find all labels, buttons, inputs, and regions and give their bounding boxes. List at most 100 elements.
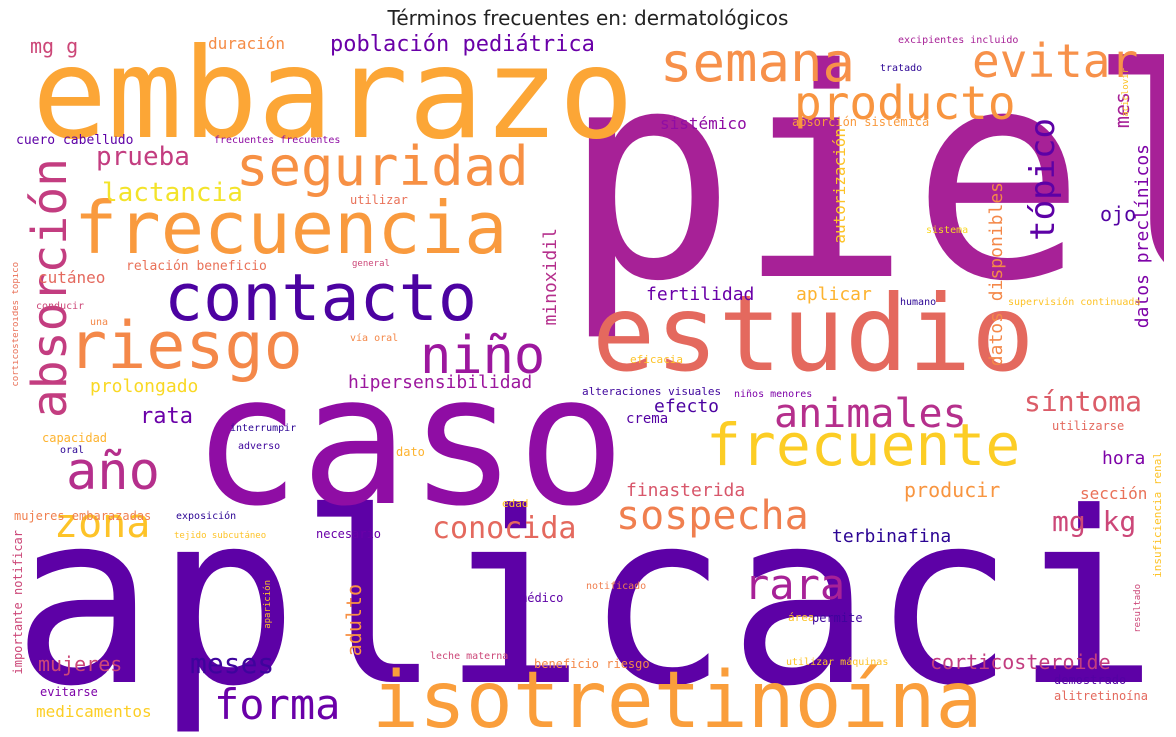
word-exposición: exposición xyxy=(176,511,237,522)
word-aciclovir: aciclovir xyxy=(1121,68,1131,117)
word-evitar: evitar xyxy=(972,34,1139,88)
word-médico: médico xyxy=(520,591,564,605)
word-humano: humano xyxy=(900,297,937,308)
word-caso: caso xyxy=(192,337,626,546)
word-población-pediátrica: población pediátrica xyxy=(330,32,595,57)
word-adverso: adverso xyxy=(238,441,281,452)
word-adulto: adulto xyxy=(342,584,366,657)
word-autorización: autorización xyxy=(830,128,849,244)
word-importante-notificar: importante notificar xyxy=(12,530,25,675)
word-sección: sección xyxy=(1080,484,1148,503)
word-aplicación: aplicación xyxy=(12,462,1164,732)
word-producir: producir xyxy=(904,478,1001,502)
word-eficacia: eficacia xyxy=(630,353,683,366)
word-contacto: contacto xyxy=(164,261,478,336)
word-capacidad: capacidad xyxy=(42,431,108,445)
word-permite: permite xyxy=(812,611,863,625)
word-cuero-cabelludo: cuero cabelludo xyxy=(16,133,134,148)
word-notificado: notificado xyxy=(586,581,647,592)
word-utilizar: utilizar xyxy=(350,193,408,207)
word-mg-kg: mg kg xyxy=(1052,505,1137,538)
word-piel: piel xyxy=(562,32,1164,345)
word-niños-menores: niños menores xyxy=(734,389,813,400)
word-crema: crema xyxy=(626,411,669,427)
word-terbinafina: terbinafina xyxy=(832,526,952,547)
word-tejido-subcutáneo: tejido subcutáneo xyxy=(174,531,267,541)
word-hipersensibilidad: hipersensibilidad xyxy=(348,372,533,393)
word-dato: dato xyxy=(396,445,425,459)
word-zona: zona xyxy=(54,501,151,547)
word-lactancia: lactancia xyxy=(102,178,243,208)
word-aplicar: aplicar xyxy=(796,284,872,305)
word-efecto: efecto xyxy=(654,396,720,417)
word-área: área xyxy=(788,611,815,624)
word-corticosteroides-tópico: corticosteroides tópico xyxy=(12,262,21,387)
word-finasterida: finasterida xyxy=(626,480,746,501)
word-producto: producto xyxy=(794,76,1016,130)
word-sistema: sistema xyxy=(926,225,969,236)
word-resultado: resultado xyxy=(1133,584,1143,633)
word-edad: edad xyxy=(502,497,529,510)
word-excipientes-incluido: excipientes incluido xyxy=(898,35,1019,46)
word-niño: niño xyxy=(420,326,546,386)
word-hora: hora xyxy=(1102,448,1146,469)
word-interrumpir: interrumpir xyxy=(230,423,297,434)
word-demostrado: demostrado xyxy=(1054,673,1127,687)
word-insuficiencia-renal: insuficiencia renal xyxy=(1151,452,1164,578)
word-estudio: estudio xyxy=(592,273,1035,395)
word-utilizar-máquinas: utilizar máquinas xyxy=(786,657,889,668)
word-síntoma: síntoma xyxy=(1024,385,1143,418)
word-corticosteroide: corticosteroide xyxy=(930,650,1111,674)
word-frecuente: frecuente xyxy=(706,411,1021,479)
word-evitarse: evitarse xyxy=(40,685,98,699)
word-cutáneo: cutáneo xyxy=(38,268,106,287)
word-semana: semana xyxy=(660,32,856,94)
word-riesgo: riesgo xyxy=(68,309,303,384)
word-forma: forma xyxy=(214,680,341,729)
chart-title: Términos frecuentes en: dermatológicos xyxy=(387,6,789,30)
word-frecuentes-frecuentes: frecuentes frecuentes xyxy=(214,135,341,146)
word-datos-disponibles: datos disponibles xyxy=(986,182,1007,367)
word-meses: meses xyxy=(190,647,275,680)
word-beneficio-riesgo: beneficio riesgo xyxy=(534,657,650,671)
word-prolongado: prolongado xyxy=(90,376,199,397)
word-mujeres-embarazadas: mujeres embarazadas xyxy=(14,509,152,523)
word-medicamentos: medicamentos xyxy=(36,702,152,721)
word-cloud: piel aplicacióncaso embarazo estudio isotret… xyxy=(12,32,1164,732)
word-rara: rara xyxy=(744,560,846,609)
word-minoxidil: minoxidil xyxy=(540,228,561,326)
word-oral: oral xyxy=(60,445,85,456)
word-conducir: conducir xyxy=(36,301,85,312)
word-animales: animales xyxy=(774,391,967,437)
word-mujeres: mujeres xyxy=(38,652,123,676)
word-seguridad: seguridad xyxy=(236,135,529,198)
word-tópico: tópico xyxy=(1023,118,1063,241)
word-mg-g: mg g xyxy=(30,34,79,58)
word-sospecha: sospecha xyxy=(616,493,809,539)
word-aparición: aparición xyxy=(263,580,273,629)
word-alitretinoína: alitretinoína xyxy=(1054,689,1148,703)
word-tratado: tratado xyxy=(880,63,923,74)
word-sistémico: sistémico xyxy=(660,114,747,133)
word-absorción-sistémica: absorción sistémica xyxy=(792,115,930,129)
word-utilizarse: utilizarse xyxy=(1052,419,1125,433)
word-rata: rata xyxy=(140,404,193,429)
word-vía-oral: vía oral xyxy=(350,333,399,344)
word-fertilidad: fertilidad xyxy=(646,284,755,305)
word-embarazo: embarazo xyxy=(32,32,635,167)
word-una: una xyxy=(90,317,109,328)
word-absorción: absorción xyxy=(22,158,78,419)
word-relación-beneficio: relación beneficio xyxy=(126,259,267,274)
word-frecuencia: frecuencia xyxy=(74,186,508,270)
word-supervisión-continuada: supervisión continuada xyxy=(1008,297,1141,308)
word-conocida: conocida xyxy=(432,511,577,546)
word-general: general xyxy=(352,259,390,269)
word-año: año xyxy=(66,442,160,502)
word-isotretinoína: isotretinoína xyxy=(372,656,983,732)
word-duración: duración xyxy=(208,34,286,53)
word-ojo: ojo xyxy=(1100,202,1137,226)
word-necesario: necesario xyxy=(316,527,382,541)
word-prueba: prueba xyxy=(96,142,190,172)
word-alteraciones-visuales: alteraciones visuales xyxy=(582,385,722,398)
word-leche-materna: leche materna xyxy=(430,651,509,662)
